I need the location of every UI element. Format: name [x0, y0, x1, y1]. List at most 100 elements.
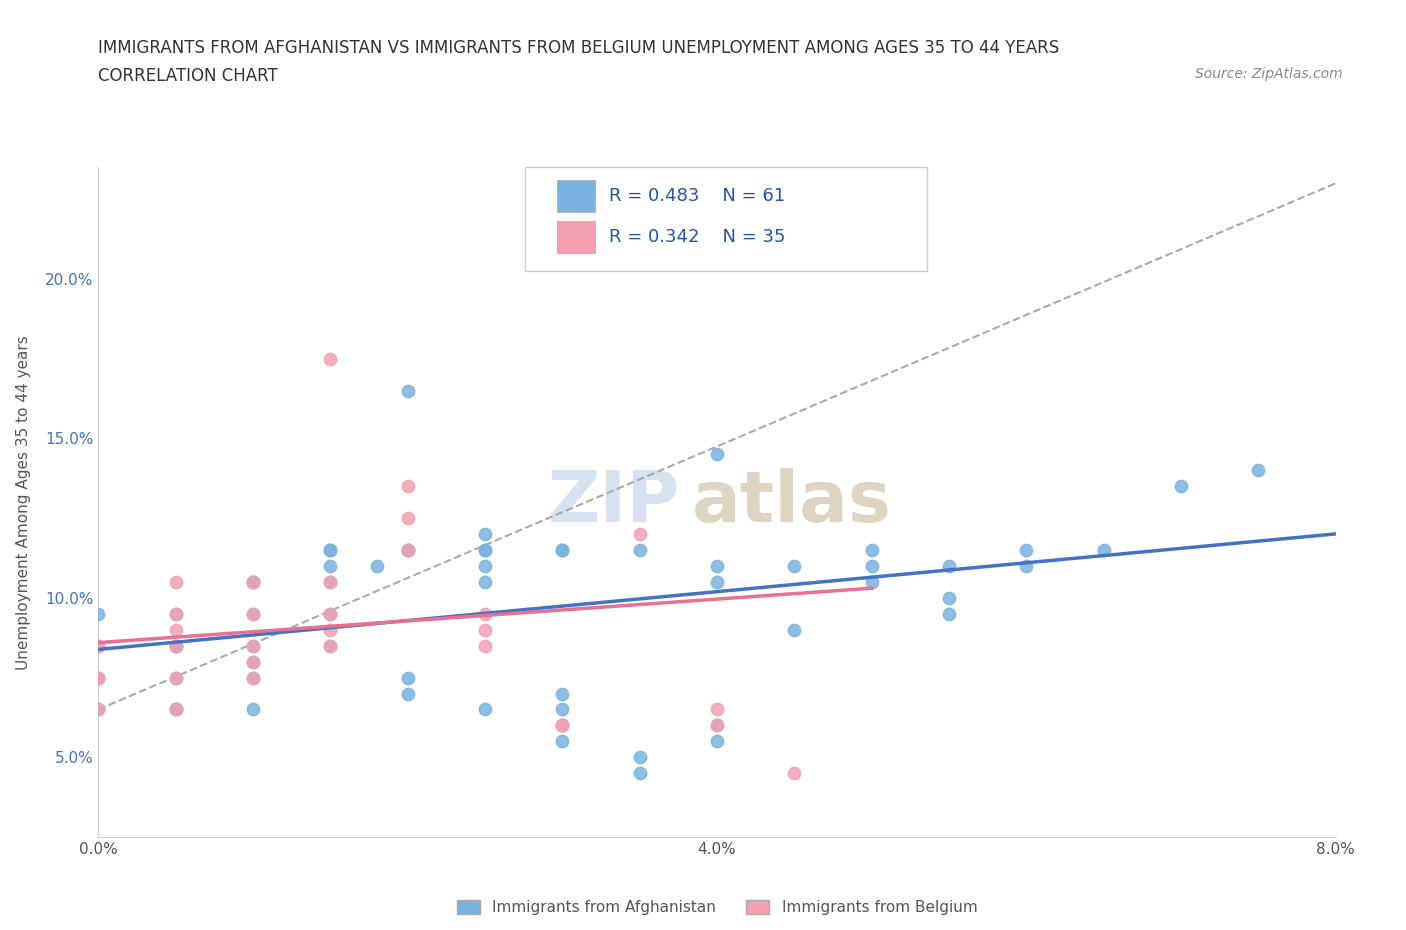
Point — [706, 559, 728, 574]
Point — [860, 575, 883, 590]
Point — [551, 718, 574, 733]
Point — [396, 542, 419, 557]
Point — [319, 606, 342, 621]
Point — [938, 591, 960, 605]
Point — [165, 606, 187, 621]
FancyBboxPatch shape — [526, 167, 928, 272]
Point — [706, 447, 728, 462]
Point — [551, 702, 574, 717]
Point — [165, 702, 187, 717]
Point — [242, 654, 264, 669]
Point — [860, 559, 883, 574]
Point — [783, 559, 806, 574]
Point — [319, 622, 342, 637]
Point — [165, 671, 187, 685]
Point — [396, 479, 419, 494]
Point — [165, 671, 187, 685]
Point — [628, 542, 651, 557]
Point — [319, 575, 342, 590]
Point — [242, 606, 264, 621]
Point — [396, 686, 419, 701]
Point — [1015, 542, 1038, 557]
Point — [87, 638, 110, 653]
Point — [165, 702, 187, 717]
Point — [87, 671, 110, 685]
Point — [87, 702, 110, 717]
Text: IMMIGRANTS FROM AFGHANISTAN VS IMMIGRANTS FROM BELGIUM UNEMPLOYMENT AMONG AGES 3: IMMIGRANTS FROM AFGHANISTAN VS IMMIGRANT… — [98, 39, 1060, 57]
Point — [474, 542, 496, 557]
Point — [87, 702, 110, 717]
Point — [87, 671, 110, 685]
Point — [165, 638, 187, 653]
Point — [474, 542, 496, 557]
Point — [242, 575, 264, 590]
Point — [396, 511, 419, 525]
Point — [551, 718, 574, 733]
Text: Source: ZipAtlas.com: Source: ZipAtlas.com — [1195, 67, 1343, 81]
Point — [165, 606, 187, 621]
Point — [706, 718, 728, 733]
Point — [242, 671, 264, 685]
Point — [474, 575, 496, 590]
Point — [474, 702, 496, 717]
Point — [1015, 559, 1038, 574]
Point — [783, 622, 806, 637]
Point — [319, 559, 342, 574]
Point — [242, 638, 264, 653]
Point — [551, 734, 574, 749]
Point — [551, 542, 574, 557]
Point — [938, 559, 960, 574]
Point — [783, 765, 806, 780]
Text: ZIP: ZIP — [548, 468, 681, 537]
Point — [165, 702, 187, 717]
Point — [396, 383, 419, 398]
Point — [242, 575, 264, 590]
Point — [319, 352, 342, 366]
Point — [165, 622, 187, 637]
Point — [551, 542, 574, 557]
Point — [628, 526, 651, 541]
Text: R = 0.342    N = 35: R = 0.342 N = 35 — [609, 228, 786, 246]
Point — [1247, 463, 1270, 478]
Point — [860, 256, 883, 271]
Point — [1092, 542, 1115, 557]
Point — [165, 638, 187, 653]
Point — [242, 654, 264, 669]
Point — [366, 559, 388, 574]
Point — [474, 606, 496, 621]
Point — [474, 526, 496, 541]
Point — [319, 575, 342, 590]
Point — [396, 671, 419, 685]
Text: R = 0.483    N = 61: R = 0.483 N = 61 — [609, 187, 786, 205]
Point — [165, 638, 187, 653]
Point — [551, 718, 574, 733]
Point — [706, 734, 728, 749]
FancyBboxPatch shape — [557, 179, 595, 212]
Point — [628, 765, 651, 780]
Point — [474, 559, 496, 574]
Point — [319, 606, 342, 621]
Point — [319, 638, 342, 653]
Point — [938, 606, 960, 621]
Point — [628, 750, 651, 764]
Point — [165, 575, 187, 590]
Point — [242, 671, 264, 685]
Point — [551, 686, 574, 701]
Point — [319, 542, 342, 557]
Point — [474, 622, 496, 637]
Point — [860, 542, 883, 557]
Point — [242, 638, 264, 653]
Point — [1170, 479, 1192, 494]
Point — [396, 542, 419, 557]
Point — [319, 638, 342, 653]
Point — [706, 575, 728, 590]
Point — [87, 606, 110, 621]
Point — [242, 575, 264, 590]
Text: atlas: atlas — [692, 468, 893, 537]
Point — [87, 638, 110, 653]
Point — [87, 638, 110, 653]
Point — [319, 542, 342, 557]
Point — [706, 718, 728, 733]
Point — [706, 702, 728, 717]
Y-axis label: Unemployment Among Ages 35 to 44 years: Unemployment Among Ages 35 to 44 years — [17, 335, 31, 670]
